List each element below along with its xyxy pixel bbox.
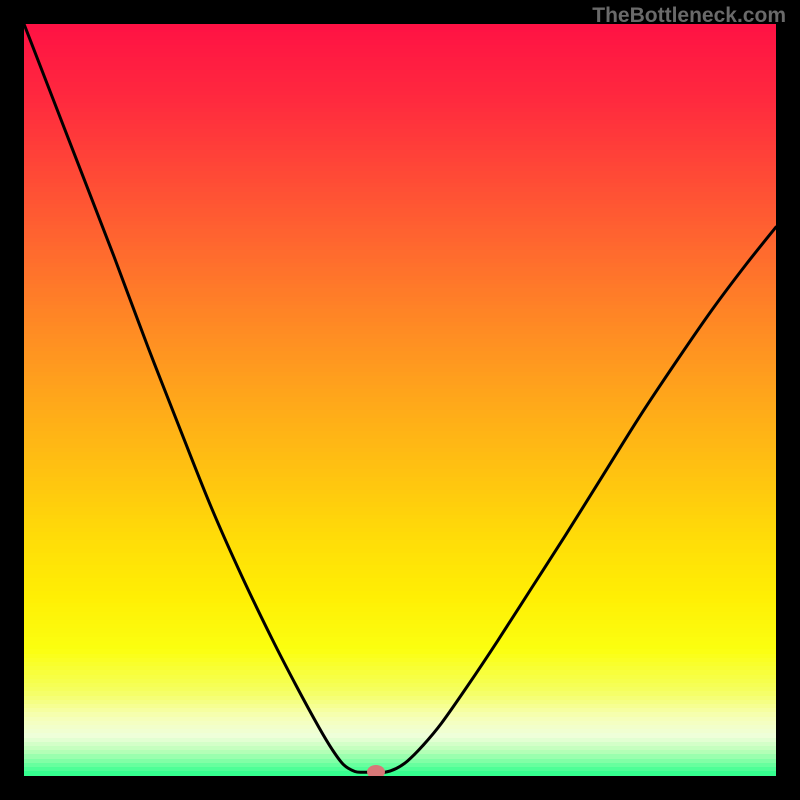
watermark-text: TheBottleneck.com [592, 4, 786, 28]
optimal-point-marker [367, 765, 385, 776]
bottleneck-curve [24, 24, 776, 776]
chart-container: TheBottleneck.com [0, 0, 800, 800]
curve-path [24, 24, 776, 773]
plot-area [24, 24, 776, 776]
